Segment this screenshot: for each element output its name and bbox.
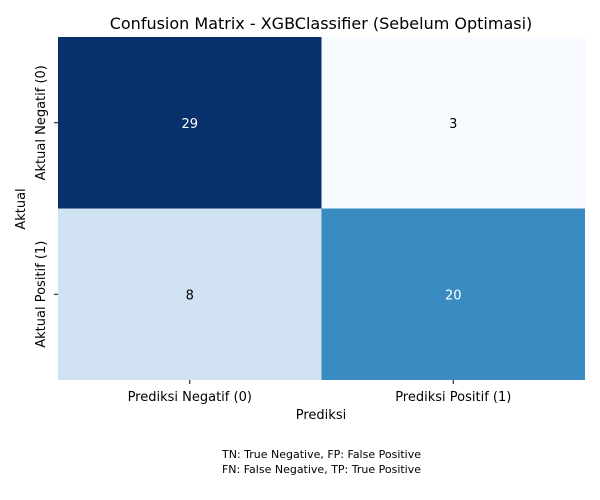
- chart-title: Confusion Matrix - XGBClassifier (Sebelu…: [110, 14, 533, 33]
- footnote-line-1: TN: True Negative, FP: False Positive: [221, 448, 422, 461]
- cell-value-label: 8: [186, 288, 194, 303]
- heatmap-cell: [58, 37, 322, 209]
- x-tick-label: Prediksi Positif (1): [395, 390, 511, 405]
- x-tick-label: Prediksi Negatif (0): [128, 390, 252, 405]
- heatmap-cell: [321, 37, 585, 209]
- y-axis-label: Aktual: [14, 188, 29, 229]
- footnote-line-2: FN: False Negative, TP: True Positive: [221, 463, 422, 476]
- y-tick-label: Aktual Positif (1): [34, 241, 49, 348]
- x-axis-label: Prediksi: [296, 408, 346, 423]
- cell-value-label: 20: [445, 288, 462, 303]
- heatmap-cell: [321, 208, 585, 380]
- cell-value-label: 29: [181, 117, 198, 132]
- y-tick-label: Aktual Negatif (0): [34, 65, 49, 180]
- heatmap-cell: [58, 208, 322, 380]
- confusion-matrix-chart: Confusion Matrix - XGBClassifier (Sebelu…: [14, 14, 585, 423]
- cell-value-label: 3: [449, 117, 457, 132]
